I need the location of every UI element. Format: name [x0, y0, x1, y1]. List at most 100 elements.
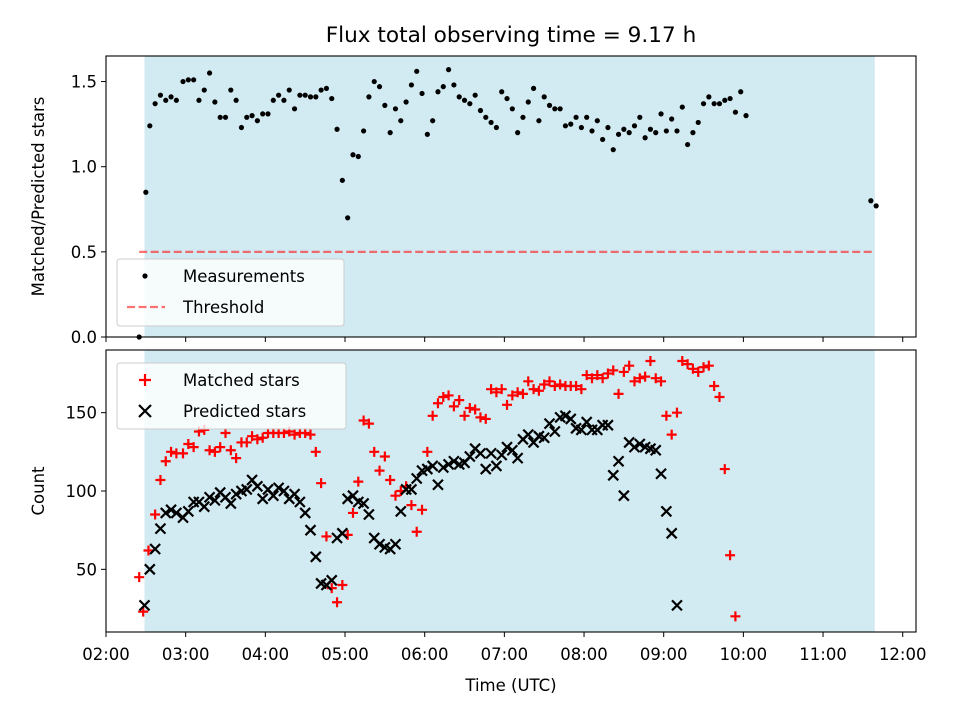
- matched-point: [300, 428, 311, 439]
- predicted-point: [170, 507, 183, 519]
- predicted-point: [389, 538, 402, 551]
- matched-point: [656, 376, 667, 387]
- legend: Measurements Threshold: [116, 258, 345, 327]
- measurement-point: [276, 92, 282, 98]
- measurement-point: [403, 99, 409, 105]
- predicted-point: [267, 489, 280, 502]
- measurement-point: [435, 89, 441, 95]
- measurement-point: [371, 78, 377, 85]
- predicted-point: [474, 447, 487, 460]
- measurement-point: [350, 152, 356, 158]
- predicted-point: [138, 599, 151, 612]
- axes-frame: [105, 55, 917, 338]
- predicted-point: [149, 543, 161, 555]
- matched-point: [143, 545, 154, 556]
- measurement-point: [653, 130, 659, 136]
- matched-point: [507, 390, 518, 401]
- matched-point: [411, 526, 422, 537]
- predicted-point: [373, 538, 386, 551]
- measurement-point: [361, 128, 367, 134]
- predicted-point: [538, 431, 550, 444]
- measurement-point: [366, 94, 372, 100]
- y-axis-label: Matched/Predicted stars: [29, 97, 48, 297]
- measurement-point: [157, 92, 164, 98]
- measurement-point: [669, 116, 675, 122]
- matched-point: [369, 446, 380, 457]
- measurement-point: [679, 104, 685, 110]
- measurement-point: [318, 87, 324, 93]
- measurement-point: [663, 128, 669, 134]
- matched-point: [215, 442, 226, 453]
- matched-point: [549, 381, 560, 392]
- matched-point: [289, 429, 300, 440]
- predicted-point: [506, 444, 519, 457]
- measurement-point: [642, 135, 648, 141]
- predicted-point: [165, 504, 177, 516]
- legend-label: Predicted stars: [183, 402, 306, 421]
- measurement-point: [515, 130, 521, 136]
- measurement-point: [297, 92, 303, 98]
- y-tick-label: 0.0: [71, 328, 97, 347]
- measurement-point: [168, 94, 174, 100]
- predicted-point: [288, 488, 301, 500]
- measurement-point: [212, 99, 218, 105]
- matched-point: [358, 415, 369, 426]
- measurement-point: [716, 101, 723, 107]
- measurement-point: [467, 101, 473, 107]
- predicted-point: [426, 460, 439, 472]
- predicted-point: [464, 450, 476, 463]
- matched-point: [247, 431, 258, 442]
- matched-point: [374, 465, 385, 476]
- predicted-point: [432, 478, 444, 491]
- y-tick-label: 1.0: [71, 158, 97, 177]
- predicted-point: [522, 428, 535, 441]
- measurement-point: [525, 99, 531, 105]
- legend: Matched stars Predicted stars: [116, 362, 347, 430]
- matched-point: [390, 490, 401, 501]
- measurement-point: [631, 123, 638, 129]
- predicted-point: [209, 494, 221, 507]
- predicted-point: [559, 410, 572, 422]
- predicted-point: [278, 485, 290, 497]
- measurement-point: [546, 102, 553, 108]
- measurement-point: [578, 124, 584, 131]
- measurement-point: [387, 130, 393, 136]
- matched-point: [587, 373, 597, 384]
- measurement-point: [228, 87, 234, 93]
- predicted-point: [501, 441, 513, 453]
- matched-point: [725, 550, 736, 561]
- measurement-point: [398, 118, 404, 124]
- measurement-point: [323, 85, 330, 91]
- measurement-point: [530, 85, 537, 91]
- matched-point: [533, 385, 544, 396]
- predicted-point: [294, 496, 306, 508]
- matched-point: [666, 429, 677, 440]
- matched-point: [252, 434, 263, 445]
- predicted-point: [198, 500, 211, 513]
- matched-point: [166, 446, 177, 457]
- predicted-point: [405, 483, 418, 496]
- predicted-point: [154, 522, 167, 535]
- measurement-point: [244, 114, 250, 120]
- matched-point: [316, 478, 327, 489]
- matched-point: [332, 597, 343, 608]
- matched-point: [650, 373, 661, 384]
- matched-point: [353, 476, 364, 487]
- measurement-point: [233, 97, 239, 103]
- matched-point: [138, 606, 149, 617]
- measurement-point: [329, 95, 335, 102]
- matched-point: [528, 384, 539, 395]
- matched-point: [480, 413, 491, 424]
- y-tick-label: 50: [76, 560, 97, 579]
- matched-point: [385, 475, 396, 486]
- matched-point: [454, 395, 465, 406]
- measurement-point: [339, 177, 345, 183]
- matched-point: [602, 368, 613, 379]
- predicted-point: [495, 449, 508, 461]
- predicted-point: [479, 463, 492, 475]
- measurement-point: [573, 114, 579, 120]
- matched-point: [486, 384, 497, 395]
- measurement-point: [313, 94, 319, 100]
- measurement-point: [270, 97, 276, 103]
- predicted-point: [251, 480, 264, 493]
